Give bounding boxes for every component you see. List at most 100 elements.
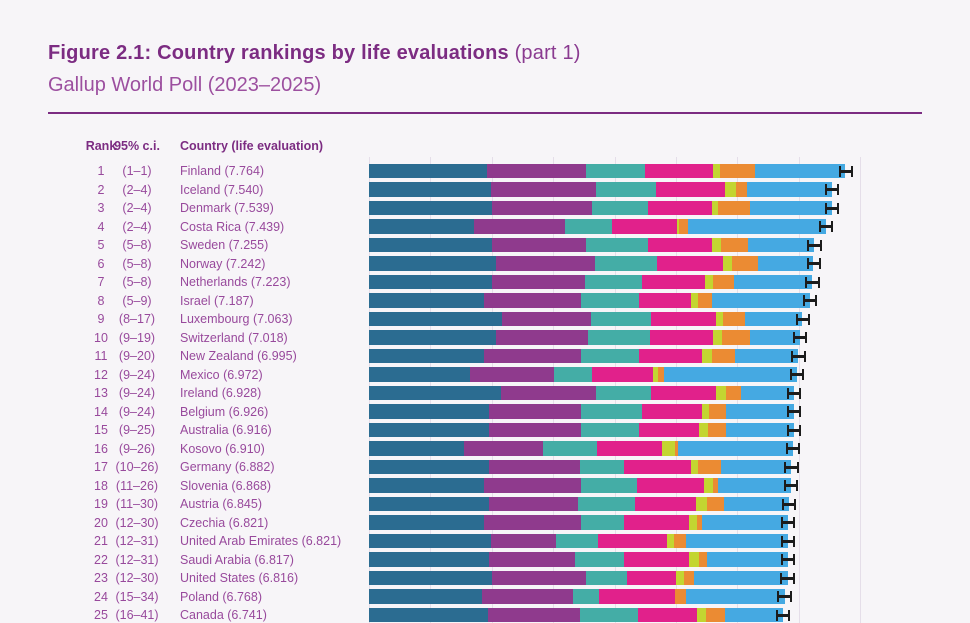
bar-segment-orange	[706, 607, 726, 623]
rank-ci-value: (16–41)	[115, 608, 159, 622]
bar-segment-yellow_green	[716, 385, 727, 401]
bar-segment-dark_blue	[369, 348, 484, 364]
bar-segment-orange	[697, 515, 703, 530]
bar-segment-magenta	[642, 274, 705, 290]
bar-segment-purple	[488, 496, 579, 512]
bar-segment-light_blue	[725, 422, 794, 438]
bar-segment-light_blue	[707, 552, 788, 567]
bar-segment-magenta	[623, 515, 690, 530]
stacked-bar	[369, 330, 800, 345]
rank-ci-value: (9–24)	[118, 367, 156, 382]
country-label: Switzerland (7.018)	[180, 330, 288, 345]
rank-value: 14	[94, 404, 108, 419]
confidence-interval-whisker	[803, 295, 818, 306]
column-header-ci: 95% c.i.	[114, 139, 160, 153]
bar-segment-light_blue	[734, 348, 799, 364]
stacked-bar	[369, 256, 814, 271]
stacked-bar	[369, 422, 794, 438]
bar-segment-light_blue	[723, 496, 790, 512]
bar-segment-magenta	[637, 607, 697, 623]
bar-segment-light_blue	[685, 533, 788, 549]
bar-segment-light_blue	[694, 570, 788, 586]
rank-value: 22	[94, 552, 108, 567]
stacked-bar	[369, 219, 826, 234]
country-label: Mexico (6.972)	[180, 367, 263, 382]
gridline	[798, 157, 800, 623]
rank-value: 13	[94, 386, 108, 400]
confidence-interval-whisker	[792, 332, 807, 343]
rank-ci-value: (5–8)	[122, 275, 152, 289]
rank-value: 2	[97, 182, 105, 197]
country-label: Costa Rica (7.439)	[180, 219, 285, 234]
bar-segment-teal	[553, 367, 593, 382]
bar-segment-yellow_green	[715, 311, 723, 327]
bar-segment-orange	[679, 219, 689, 234]
bar-segment-yellow_green	[695, 496, 707, 512]
bar-segment-teal	[580, 422, 639, 438]
rank-value: 9	[97, 312, 105, 326]
bar-segment-purple	[483, 478, 582, 493]
bar-segment-dark_blue	[369, 533, 491, 549]
bar-segment-magenta	[650, 311, 716, 327]
bar-segment-teal	[580, 515, 624, 530]
bar-segment-purple	[483, 515, 581, 530]
rank-ci-value: (12–30)	[115, 571, 159, 585]
bar-segment-dark_blue	[369, 219, 474, 234]
country-label: Australia (6.916)	[180, 423, 272, 437]
bar-segment-yellow_green	[702, 404, 710, 419]
bar-segment-orange	[706, 496, 724, 512]
bar-segment-dark_blue	[369, 256, 497, 271]
bar-segment-orange	[722, 330, 750, 345]
stacked-bar	[369, 496, 790, 512]
rank-value: 10	[94, 330, 108, 345]
rank-ci-value: (9–26)	[118, 441, 156, 456]
bar-segment-yellow_green	[713, 163, 720, 179]
bar-segment-magenta	[638, 348, 703, 364]
rank-value: 23	[94, 571, 108, 585]
confidence-interval-whisker	[780, 517, 795, 528]
bar-segment-dark_blue	[369, 589, 482, 604]
bar-segment-orange	[712, 274, 734, 290]
bar-segment-purple	[488, 404, 582, 419]
rank-ci-value: (12–30)	[115, 515, 159, 530]
bar-segment-yellow_green	[691, 459, 699, 475]
rank-value: 8	[97, 293, 105, 308]
rank-ci-value: (5–8)	[122, 256, 152, 271]
bar-segment-yellow_green	[689, 552, 699, 567]
bar-segment-yellow_green	[689, 515, 698, 530]
rank-ci-value: (5–9)	[122, 293, 152, 308]
bar-segment-teal	[591, 200, 649, 216]
rank-ci-value: (9–20)	[118, 349, 156, 363]
bar-segment-orange	[722, 311, 746, 327]
bar-segment-purple	[501, 311, 591, 327]
bar-segment-magenta	[656, 182, 726, 197]
bar-segment-dark_blue	[369, 293, 484, 308]
bar-segment-orange	[707, 422, 726, 438]
bar-segment-magenta	[637, 478, 705, 493]
confidence-interval-whisker	[780, 572, 795, 584]
bar-segment-yellow_green	[723, 256, 733, 271]
confidence-interval-whisker	[783, 480, 798, 491]
bar-segment-magenta	[598, 589, 675, 604]
rank-ci-value: (10–26)	[115, 460, 159, 474]
bar-segment-teal	[585, 163, 645, 179]
bar-segment-purple	[491, 274, 585, 290]
country-label: Ireland (6.928)	[180, 386, 262, 400]
bar-segment-teal	[585, 237, 648, 253]
confidence-interval-whisker	[805, 276, 820, 288]
confidence-interval-whisker	[824, 184, 839, 195]
bar-segment-dark_blue	[369, 367, 470, 382]
bar-segment-yellow_green	[704, 478, 714, 493]
bar-segment-dark_blue	[369, 330, 497, 345]
bar-segment-magenta	[644, 163, 714, 179]
rank-ci-value: (2–4)	[122, 182, 152, 197]
country-label: Poland (6.768)	[180, 589, 263, 604]
title-divider-rule	[48, 112, 922, 114]
bar-segment-dark_blue	[369, 182, 491, 197]
bar-segment-orange	[709, 404, 727, 419]
stacked-bar	[369, 515, 788, 530]
country-label: United Arab Emirates (6.821)	[180, 534, 342, 548]
rank-value: 5	[97, 238, 105, 252]
bar-segment-purple	[488, 459, 581, 475]
